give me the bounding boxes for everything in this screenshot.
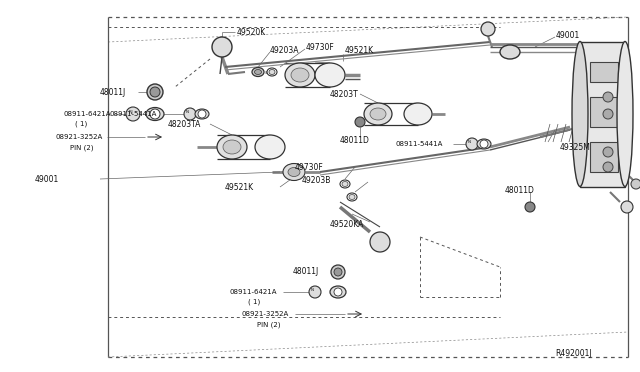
Text: 48203T: 48203T [330, 90, 359, 99]
Text: 08921-3252A: 08921-3252A [55, 134, 102, 140]
Text: 49001: 49001 [556, 31, 580, 39]
Circle shape [150, 109, 160, 119]
Ellipse shape [330, 286, 346, 298]
Ellipse shape [195, 109, 209, 119]
Text: PIN (2): PIN (2) [70, 145, 93, 151]
Circle shape [621, 201, 633, 213]
Text: 08911-6421A: 08911-6421A [230, 289, 278, 295]
Circle shape [355, 117, 365, 127]
Ellipse shape [404, 103, 432, 125]
Circle shape [212, 37, 232, 57]
Text: 49521K: 49521K [345, 45, 374, 55]
Text: 48011J: 48011J [100, 87, 126, 96]
Circle shape [334, 288, 342, 296]
Text: 08911-6421A: 08911-6421A [63, 111, 111, 117]
Ellipse shape [477, 139, 491, 149]
Text: 49325M: 49325M [560, 142, 591, 151]
Bar [590, 97, 618, 127]
Ellipse shape [370, 108, 386, 120]
Ellipse shape [291, 68, 309, 82]
Circle shape [466, 138, 478, 150]
Text: 49730F: 49730F [306, 42, 335, 51]
Ellipse shape [315, 63, 345, 87]
Ellipse shape [252, 67, 264, 77]
Ellipse shape [342, 182, 348, 186]
Bar [580, 42, 625, 187]
Ellipse shape [500, 45, 520, 59]
Circle shape [525, 202, 535, 212]
Circle shape [331, 265, 345, 279]
Circle shape [184, 108, 196, 120]
Text: 49203A: 49203A [270, 45, 300, 55]
Text: N: N [186, 110, 189, 114]
Text: 48011D: 48011D [505, 186, 535, 195]
Bar [590, 142, 618, 172]
Circle shape [147, 84, 163, 100]
Ellipse shape [347, 193, 357, 201]
Text: 48203TA: 48203TA [168, 119, 202, 128]
Circle shape [603, 109, 613, 119]
Ellipse shape [288, 167, 300, 176]
Ellipse shape [617, 42, 633, 186]
Ellipse shape [285, 63, 315, 87]
Text: ( 1): ( 1) [75, 121, 87, 127]
Text: 49520KA: 49520KA [330, 219, 364, 228]
Ellipse shape [572, 42, 588, 186]
Circle shape [631, 179, 640, 189]
Ellipse shape [223, 140, 241, 154]
Circle shape [126, 107, 140, 121]
Text: N: N [310, 288, 314, 292]
Text: 48011J: 48011J [293, 267, 319, 276]
Ellipse shape [283, 164, 305, 180]
Ellipse shape [364, 103, 392, 125]
Text: N: N [467, 140, 470, 144]
Circle shape [603, 92, 613, 102]
Text: R492001J: R492001J [555, 350, 591, 359]
Text: 49730F: 49730F [295, 163, 324, 171]
Circle shape [480, 140, 488, 148]
Circle shape [309, 286, 321, 298]
Circle shape [150, 87, 160, 97]
Circle shape [198, 110, 206, 118]
Ellipse shape [267, 68, 277, 76]
Circle shape [481, 22, 495, 36]
Ellipse shape [255, 70, 262, 74]
Text: 48011D: 48011D [340, 135, 370, 144]
Circle shape [603, 147, 613, 157]
Circle shape [370, 232, 390, 252]
Circle shape [334, 268, 342, 276]
Text: 49521K: 49521K [225, 183, 254, 192]
Text: 08911-5441A: 08911-5441A [395, 141, 442, 147]
Circle shape [603, 162, 613, 172]
Text: 08911-5441A: 08911-5441A [110, 111, 157, 117]
Ellipse shape [349, 195, 355, 199]
Text: N: N [128, 109, 132, 115]
Text: 49001: 49001 [35, 174, 60, 183]
Ellipse shape [255, 135, 285, 159]
Ellipse shape [217, 135, 247, 159]
Text: ( 1): ( 1) [248, 299, 260, 305]
Text: 49203B: 49203B [302, 176, 332, 185]
Ellipse shape [269, 70, 275, 74]
Text: 49520K: 49520K [237, 28, 266, 36]
Text: PIN (2): PIN (2) [257, 322, 280, 328]
Ellipse shape [146, 108, 164, 121]
Bar [590, 62, 618, 82]
Ellipse shape [340, 180, 350, 188]
Text: 08921-3252A: 08921-3252A [242, 311, 289, 317]
